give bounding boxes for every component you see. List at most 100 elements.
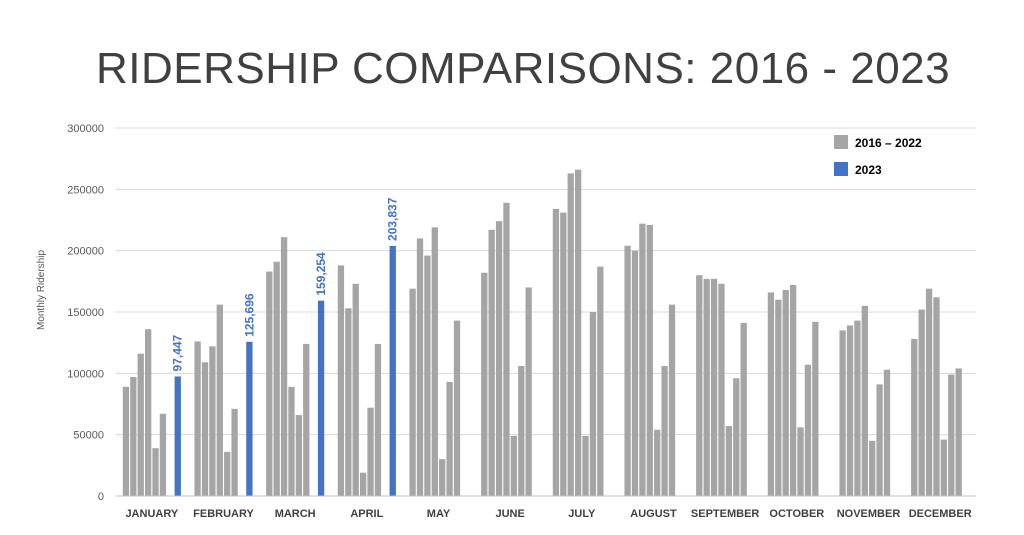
bar-history bbox=[503, 202, 510, 496]
category-label: NOVEMBER bbox=[837, 508, 901, 520]
category-label: AUGUST bbox=[630, 508, 677, 520]
bar-history bbox=[883, 369, 891, 496]
y-tick-label: 150000 bbox=[67, 307, 104, 319]
bar-history bbox=[209, 346, 216, 496]
bar-history bbox=[152, 448, 159, 496]
bar-history bbox=[231, 408, 238, 496]
category-label: APRIL bbox=[350, 508, 383, 520]
bar-history bbox=[194, 341, 201, 496]
bar-history bbox=[374, 343, 382, 496]
bar-history bbox=[303, 343, 310, 496]
bar-history bbox=[345, 308, 352, 496]
category-label: JANUARY bbox=[125, 508, 178, 520]
bar-history bbox=[144, 329, 152, 496]
bar-history bbox=[518, 365, 525, 496]
bar-history bbox=[216, 304, 223, 496]
bar-history bbox=[797, 427, 804, 496]
bar-history bbox=[409, 288, 416, 496]
data-label: 97,447 bbox=[171, 334, 185, 371]
bar-history bbox=[703, 278, 710, 496]
bar-history bbox=[552, 208, 560, 496]
bar-history bbox=[925, 288, 933, 496]
bar-history bbox=[560, 212, 567, 496]
legend-swatch-current bbox=[834, 162, 848, 176]
y-tick-label: 300000 bbox=[67, 123, 104, 135]
bar-history bbox=[431, 227, 438, 497]
bar-history bbox=[122, 386, 130, 496]
bar-history bbox=[273, 261, 280, 496]
bar-history bbox=[525, 287, 532, 496]
bar-history bbox=[696, 275, 703, 496]
bar-history bbox=[224, 451, 231, 496]
bar-history bbox=[661, 365, 668, 496]
bar-history bbox=[359, 472, 367, 496]
bars bbox=[122, 169, 962, 497]
bar-history bbox=[130, 377, 137, 496]
bar-history bbox=[589, 312, 597, 496]
bar-history bbox=[940, 439, 948, 496]
bar-history bbox=[955, 368, 962, 496]
bar-history bbox=[767, 292, 775, 496]
bar-history bbox=[446, 381, 453, 496]
bar-history bbox=[804, 364, 812, 496]
category-label: MAY bbox=[427, 508, 451, 520]
legend: 2016 – 2022 2023 bbox=[834, 135, 922, 177]
bar-2023 bbox=[317, 300, 325, 496]
bar-history bbox=[567, 173, 574, 496]
bar-history bbox=[846, 325, 854, 496]
bar-history bbox=[839, 330, 846, 496]
legend-swatch-history bbox=[834, 135, 848, 149]
bar-history bbox=[911, 338, 918, 496]
bar-history bbox=[439, 459, 446, 496]
y-tick-label: 0 bbox=[98, 491, 104, 503]
bar-history bbox=[933, 297, 940, 496]
bar-history bbox=[918, 309, 925, 496]
bar-history bbox=[624, 245, 631, 496]
y-axis-ticks: 0 50000 100000 150000 200000 250000 300000 bbox=[67, 123, 104, 503]
data-labels: 97,447 125,696 159,254 203,837 bbox=[171, 197, 400, 371]
bar-history bbox=[266, 271, 273, 496]
bar-history bbox=[948, 374, 955, 496]
bar-2023 bbox=[174, 376, 181, 496]
slide-title: RIDERSHIP COMPARISONS: 2016 - 2023 bbox=[96, 44, 951, 93]
bar-history bbox=[861, 305, 868, 496]
bar-history bbox=[582, 435, 589, 496]
category-label: SEPTEMBER bbox=[691, 508, 760, 520]
bar-history bbox=[733, 378, 740, 496]
bar-history bbox=[597, 266, 604, 496]
bar-history bbox=[453, 320, 461, 496]
category-label: FEBRUARY bbox=[193, 508, 254, 520]
y-tick-label: 250000 bbox=[67, 184, 104, 196]
bar-history bbox=[654, 429, 661, 496]
bar-history bbox=[782, 289, 789, 496]
bar-history bbox=[159, 413, 167, 496]
bar-history bbox=[367, 407, 374, 496]
y-tick-label: 200000 bbox=[67, 246, 104, 258]
y-tick-label: 50000 bbox=[73, 430, 104, 442]
bar-history bbox=[869, 440, 876, 496]
bar-2023 bbox=[389, 245, 396, 496]
bar-history bbox=[789, 285, 797, 496]
category-label: JULY bbox=[568, 508, 596, 520]
bar-history bbox=[352, 283, 359, 496]
bar-history bbox=[337, 265, 345, 496]
bar-2023 bbox=[246, 341, 253, 496]
y-axis-label: Monthly Ridership bbox=[36, 250, 47, 330]
y-tick-label: 100000 bbox=[67, 368, 104, 380]
legend-label-current: 2023 bbox=[855, 163, 882, 177]
bar-history bbox=[854, 320, 861, 496]
bar-history bbox=[725, 426, 733, 496]
category-labels: JANUARY FEBRUARY MARCH APRIL MAY JUNE JULY AUGU… bbox=[125, 508, 971, 520]
category-label: DECEMBER bbox=[909, 508, 972, 520]
legend-label-history: 2016 – 2022 bbox=[855, 136, 922, 150]
bar-history bbox=[137, 353, 144, 496]
bar-history bbox=[631, 250, 639, 496]
bar-history bbox=[718, 283, 725, 496]
data-label: 125,696 bbox=[242, 293, 256, 337]
bar-history bbox=[416, 238, 424, 496]
bar-history bbox=[280, 237, 288, 497]
data-label: 203,837 bbox=[386, 197, 400, 241]
bar-history bbox=[510, 435, 518, 496]
category-label: OCTOBER bbox=[769, 508, 824, 520]
bar-history bbox=[639, 223, 646, 496]
